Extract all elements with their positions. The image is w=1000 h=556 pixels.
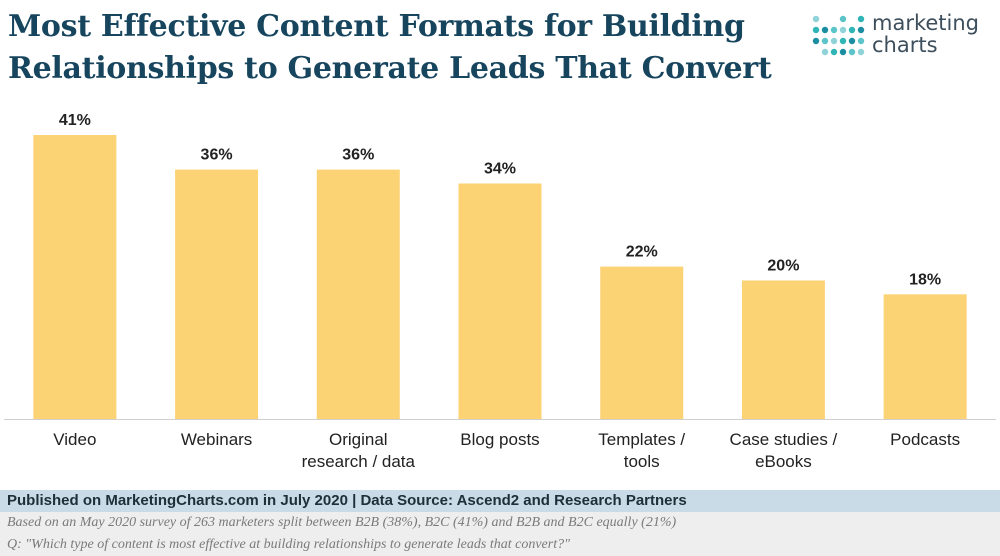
logo-dot: [857, 48, 865, 56]
logo-dot: [839, 26, 847, 34]
logo-dot: [848, 26, 856, 34]
bar: [741, 280, 825, 419]
data-label: 18%: [909, 271, 941, 288]
marketingcharts-logo: marketing charts: [812, 10, 992, 64]
logo-dot: [857, 37, 865, 45]
logo-dot: [812, 37, 820, 45]
category-label: Webinars: [181, 430, 253, 449]
logo-dot: [839, 48, 847, 56]
data-label: 36%: [342, 147, 374, 164]
bar: [175, 169, 259, 419]
logo-dot: [857, 26, 865, 34]
logo-dot: [821, 37, 829, 45]
logo-dots-icon: [812, 15, 865, 56]
category-label: Templates / tools: [598, 430, 685, 471]
logo-word-marketing: marketing: [872, 11, 979, 35]
logo-dot: [848, 37, 856, 45]
bar: [33, 135, 117, 419]
logo-dot: [857, 15, 865, 23]
data-label: 34%: [484, 160, 516, 177]
logo-dot: [812, 15, 820, 23]
source-bar: Published on MarketingCharts.com in July…: [0, 490, 1000, 512]
category-label: Blog posts: [460, 430, 539, 449]
logo-word-charts: charts: [872, 33, 938, 57]
chart-title-line-1: Most Effective Content Formats for Build…: [8, 9, 745, 44]
category-label: Original research / data: [302, 430, 416, 471]
bar-chart: 41% Video 36% Webinars 36% Original research /…: [4, 112, 996, 471]
logo-dot: [839, 37, 847, 45]
data-label: 41%: [59, 112, 91, 129]
data-label: 20%: [767, 257, 799, 274]
logo-dot: [830, 48, 838, 56]
logo-dot: [821, 26, 829, 34]
logo-dot: [830, 37, 838, 45]
logo-dot: [848, 48, 856, 56]
logo-dot: [812, 26, 820, 34]
category-label: Case studies / eBooks: [730, 430, 838, 471]
logo-dot: [839, 15, 847, 23]
bar: [600, 266, 684, 419]
logo-wordmark: marketing charts: [872, 12, 979, 56]
bar: [316, 169, 400, 419]
data-label: 22%: [626, 244, 658, 261]
data-label: 36%: [201, 147, 233, 164]
logo-dot: [830, 26, 838, 34]
logo-dot: [821, 48, 829, 56]
bar: [883, 294, 967, 419]
survey-note: Based on an May 2020 survey of 263 marke…: [0, 512, 1000, 534]
category-label: Video: [53, 430, 96, 449]
chart-title-line-2: Relationships to Generate Leads That Con…: [8, 51, 772, 86]
question-note: Q: "Which type of content is most effect…: [0, 534, 1000, 556]
chart-title: Most Effective Content Formats for Build…: [8, 6, 778, 90]
category-label: Podcasts: [890, 430, 960, 449]
bar: [458, 183, 542, 419]
